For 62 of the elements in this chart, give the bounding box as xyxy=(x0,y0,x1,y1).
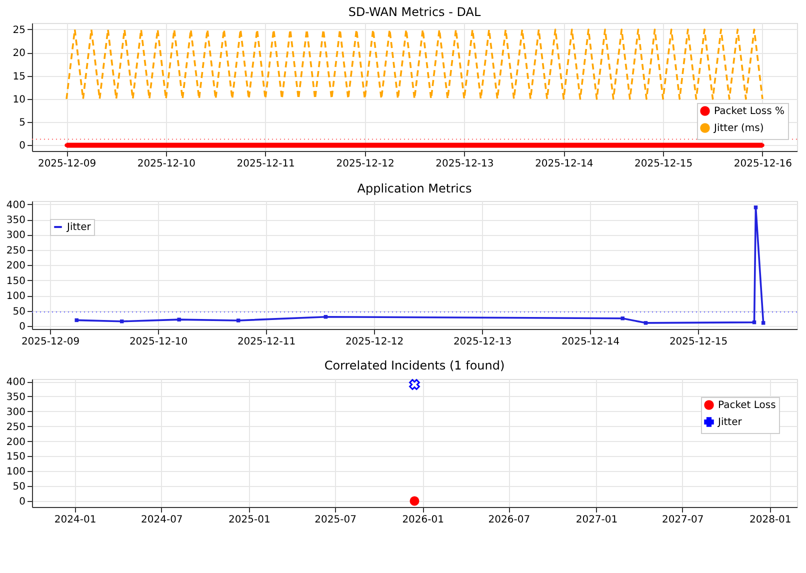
x-tick-label: 2026-07 xyxy=(488,514,530,526)
x-tick-label: 2024-01 xyxy=(54,514,96,526)
x-tick-label: 2025-12-15 xyxy=(634,158,693,170)
y-tick-label: 200 xyxy=(6,436,26,448)
y-tick-label: 100 xyxy=(6,291,26,302)
legend-label: Packet Loss % xyxy=(714,106,785,117)
y-tick-label: 0 xyxy=(19,140,26,152)
y-tick-label: 350 xyxy=(6,392,26,403)
point xyxy=(177,318,181,322)
y-tick-label: 100 xyxy=(6,466,26,478)
legend-label: Jitter xyxy=(717,417,743,428)
y-tick-label: 300 xyxy=(6,230,26,242)
x-tick-label: 2025-12-12 xyxy=(345,336,404,348)
y-tick-label: 400 xyxy=(6,200,26,211)
x-tick-label: 2025-12-10 xyxy=(137,158,196,170)
x-tick-label: 2025-12-15 xyxy=(669,336,728,348)
y-tick-label: 150 xyxy=(6,452,26,463)
x-tick-label: 2025-12-09 xyxy=(21,336,80,348)
x-tick-label: 2027-07 xyxy=(662,514,704,526)
x-tick-label: 2027-01 xyxy=(576,514,618,526)
point xyxy=(644,321,648,325)
y-tick-label: 20 xyxy=(12,48,26,60)
y-tick-label: 350 xyxy=(6,215,26,226)
y-tick-label: 15 xyxy=(12,71,26,82)
x-tick-label: 2025-12-12 xyxy=(336,158,394,170)
x-tick-label: 2025-12-11 xyxy=(237,336,296,348)
legend-label: Packet Loss xyxy=(718,400,776,411)
y-tick-label: 400 xyxy=(6,377,26,388)
x-tick-label: 2025-12-11 xyxy=(236,158,295,170)
x-tick-label: 2025-01 xyxy=(228,514,270,526)
x-tick-label: 2026-01 xyxy=(402,514,444,526)
y-tick-label: 150 xyxy=(6,276,26,287)
legend-label: Jitter xyxy=(66,222,92,233)
x-tick-label: 2025-12-13 xyxy=(436,158,494,170)
x-tick-label: 2025-12-13 xyxy=(453,336,512,348)
legend-label: Jitter (ms) xyxy=(713,123,764,134)
x-tick-label: 2025-12-10 xyxy=(129,336,188,348)
x-tick-label: 2025-12-16 xyxy=(734,158,792,170)
x-tick-label: 2025-07 xyxy=(314,514,356,526)
y-tick-label: 250 xyxy=(6,422,26,433)
x-tick-label: 2025-12-14 xyxy=(535,158,594,170)
x-tick-label: 2025-12-14 xyxy=(561,336,620,348)
point xyxy=(761,321,766,325)
chart-title: Application Metrics xyxy=(357,181,472,196)
y-tick-label: 50 xyxy=(12,306,26,318)
y-tick-label: 10 xyxy=(12,94,26,106)
y-tick-label: 50 xyxy=(12,482,26,493)
y-tick-label: 25 xyxy=(12,24,26,36)
x-tick-label: 2024-07 xyxy=(141,514,183,526)
y-tick-label: 0 xyxy=(19,321,26,332)
x-tick-label: 2028-01 xyxy=(749,514,792,526)
y-tick-label: 250 xyxy=(6,245,26,256)
point xyxy=(754,206,758,210)
y-tick-label: 5 xyxy=(19,118,26,129)
y-tick-label: 200 xyxy=(6,260,26,272)
point xyxy=(236,318,240,322)
chart-title: SD-WAN Metrics - DAL xyxy=(348,5,481,19)
chart-title: Correlated Incidents (1 found) xyxy=(324,358,505,373)
y-tick-label: 0 xyxy=(19,496,26,508)
y-tick-label: 300 xyxy=(6,406,26,418)
point xyxy=(120,320,124,324)
x-tick-label: 2025-12-09 xyxy=(38,158,96,170)
